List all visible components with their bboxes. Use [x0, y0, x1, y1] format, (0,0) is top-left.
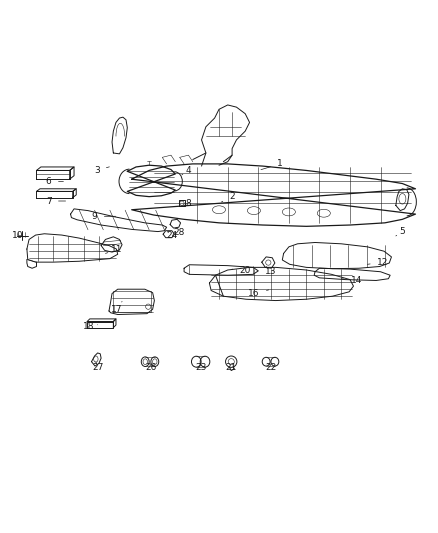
Text: 27: 27 — [92, 362, 103, 372]
Text: 26: 26 — [146, 364, 157, 372]
Text: 21: 21 — [226, 364, 237, 372]
Text: 1: 1 — [261, 159, 283, 169]
Text: 2: 2 — [222, 192, 235, 202]
Text: 14: 14 — [341, 276, 362, 285]
Text: 23: 23 — [195, 364, 206, 372]
Text: 22: 22 — [265, 364, 276, 372]
Text: 17: 17 — [111, 302, 122, 314]
Text: 5: 5 — [396, 227, 405, 236]
Text: 13: 13 — [265, 266, 276, 276]
Text: 9: 9 — [92, 212, 116, 221]
Text: 12: 12 — [367, 257, 389, 266]
Text: 24: 24 — [166, 231, 177, 239]
Text: 11: 11 — [106, 245, 122, 254]
Text: 18: 18 — [83, 322, 98, 331]
Text: 20: 20 — [232, 266, 251, 276]
Text: 16: 16 — [248, 289, 268, 298]
Text: 28: 28 — [173, 228, 184, 237]
Text: 6: 6 — [46, 177, 64, 186]
Text: 10: 10 — [11, 231, 23, 239]
Text: 7: 7 — [46, 197, 66, 206]
Text: 8: 8 — [184, 199, 191, 208]
Text: 3: 3 — [94, 166, 110, 175]
Text: 4: 4 — [182, 166, 191, 175]
